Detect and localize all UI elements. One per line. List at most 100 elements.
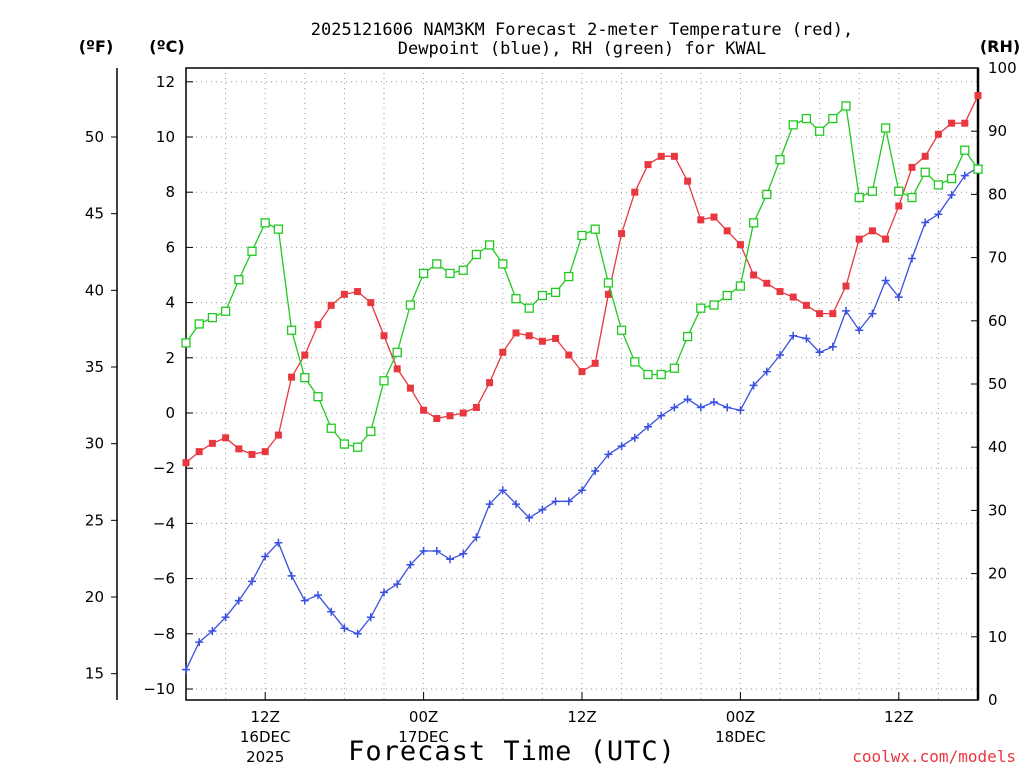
temperature-point — [499, 348, 507, 356]
dewpoint-point — [314, 591, 322, 600]
celsius-tick-label: 12 — [156, 73, 175, 91]
dewpoint-point — [855, 326, 864, 335]
x-tick-label-time: 12Z — [884, 708, 913, 726]
temperature-point — [340, 290, 348, 298]
dewpoint-point — [459, 549, 468, 558]
dewpoint-point — [380, 588, 388, 597]
rh-point — [418, 268, 429, 279]
temperature-point — [538, 337, 546, 345]
rh-point — [656, 369, 666, 380]
temperature-point — [855, 235, 863, 243]
temperature-point — [301, 351, 309, 359]
celsius-tick-label: −4 — [153, 514, 175, 532]
dewpoint-point — [512, 500, 520, 509]
temperature-point — [604, 290, 612, 298]
rh-point — [392, 347, 402, 358]
rh-point — [432, 259, 442, 269]
rh-tick-label: 40 — [988, 438, 1007, 456]
celsius-tick-label: 4 — [165, 294, 175, 312]
x-tick-label-time: 12Z — [567, 708, 596, 726]
temperature-point — [222, 434, 230, 442]
rh-tick-label: 20 — [988, 565, 1007, 583]
dewpoint-point — [604, 450, 613, 459]
fahrenheit-tick-label: 30 — [85, 435, 104, 453]
dewpoint-point — [221, 613, 230, 622]
dewpoint-point — [749, 381, 758, 390]
rh-point — [550, 287, 561, 298]
chart-title-line1: 2025121606 NAM3KM Forecast 2-meter Tempe… — [311, 20, 853, 40]
rh-point — [616, 325, 627, 335]
chart-grid — [186, 68, 978, 700]
temperature-point — [948, 119, 956, 127]
dewpoint-point — [538, 505, 547, 514]
dewpoint-point — [894, 293, 903, 302]
rh-point — [339, 439, 350, 449]
temperature-point — [472, 403, 480, 411]
rh-tick-label: 100 — [988, 59, 1017, 77]
temperature-point — [684, 177, 692, 185]
dewpoint-point — [485, 500, 494, 509]
dewpoint-point — [208, 627, 217, 636]
dewpoint-point — [406, 560, 415, 569]
rh-point — [471, 249, 482, 260]
dewpoint-point — [710, 397, 718, 406]
fahrenheit-tick-label: 20 — [85, 588, 104, 606]
dewpoint-point — [960, 171, 969, 180]
temperature-point — [420, 406, 428, 414]
rh-point — [511, 294, 521, 304]
dewpoint-point — [261, 552, 270, 561]
rh-point — [669, 363, 680, 373]
chart-series — [181, 92, 983, 674]
dewpoint-point — [802, 334, 811, 343]
rh-point — [894, 186, 904, 196]
dewpoint-point — [195, 638, 204, 647]
celsius-tick-label: 6 — [165, 238, 175, 256]
temperature-point — [750, 271, 758, 279]
rh-tick-label: 50 — [988, 375, 1007, 393]
rh-point — [445, 268, 455, 279]
temperature-point — [763, 279, 771, 287]
dewpoint-point — [842, 306, 850, 315]
temperature-point — [908, 163, 916, 171]
rh-point — [260, 218, 270, 228]
temperature-point — [802, 301, 810, 309]
rh-point — [498, 259, 508, 269]
unit-fahrenheit: (ºF) — [79, 37, 114, 56]
dewpoint-point — [723, 403, 732, 412]
dewpoint-point — [366, 613, 375, 622]
rh-point — [577, 230, 587, 241]
dewpoint-point — [446, 555, 454, 564]
rh-tick-label: 90 — [988, 122, 1007, 140]
dewpoint-point — [340, 624, 349, 633]
temperature-point — [248, 450, 256, 458]
unit-celsius: (ºC) — [149, 37, 184, 56]
temperature-point — [525, 332, 533, 340]
chart-title-line2: Dewpoint (blue), RH (green) for KWAL — [398, 39, 766, 59]
rh-point — [484, 240, 495, 250]
credit-text: coolwx.com/models — [852, 747, 1016, 766]
temperature-point — [578, 368, 586, 376]
fahrenheit-tick-label: 35 — [85, 358, 104, 376]
dewpoint-point — [287, 571, 296, 580]
rh-point — [603, 278, 614, 288]
temperature-point — [974, 92, 982, 100]
temperature-point — [459, 409, 467, 417]
dewpoint-point — [762, 367, 771, 376]
x-tick-label-date: 17DEC — [398, 728, 449, 746]
rh-point — [880, 123, 891, 133]
rh-point — [960, 145, 970, 155]
temperature-point — [327, 301, 335, 309]
rh-point — [286, 325, 297, 335]
temperature-point — [895, 202, 903, 210]
rh-point — [867, 186, 878, 196]
rh-point — [590, 224, 600, 234]
temperature-point — [644, 161, 652, 169]
temperature-point — [776, 288, 784, 296]
rh-point — [828, 113, 838, 124]
fahrenheit-tick-label: 25 — [85, 511, 104, 529]
dewpoint-point — [670, 403, 679, 412]
dewpoint-point — [353, 629, 362, 638]
rh-point — [234, 275, 244, 285]
x-tick-label-time: 00Z — [409, 708, 438, 726]
temperature-line — [185, 95, 979, 464]
